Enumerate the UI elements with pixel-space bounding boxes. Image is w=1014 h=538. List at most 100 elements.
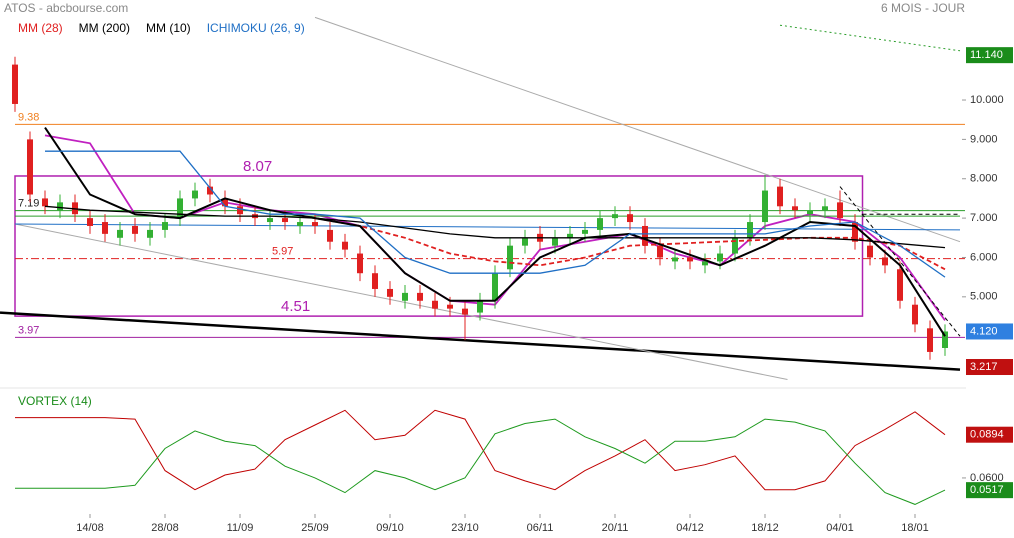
x-tick-label: 04/01 bbox=[826, 522, 854, 534]
legend-entry: ICHIMOKU (26, 9) bbox=[207, 21, 305, 35]
candle-body bbox=[102, 222, 108, 234]
candle-body bbox=[507, 245, 513, 270]
candle-body bbox=[642, 225, 648, 246]
candle-body bbox=[177, 198, 183, 219]
candle-body bbox=[762, 190, 768, 223]
candle-body bbox=[867, 245, 873, 258]
indicator-line bbox=[45, 150, 946, 278]
candle-body bbox=[42, 198, 48, 207]
y-tick-label: 0.0600 bbox=[970, 472, 1004, 484]
candle-body bbox=[207, 186, 213, 195]
candle-body bbox=[327, 229, 333, 242]
price-tag bbox=[966, 359, 1013, 376]
candle-body bbox=[672, 257, 678, 262]
candle-body bbox=[417, 292, 423, 301]
y-tick-label: 8.000 bbox=[970, 173, 998, 185]
candle-body bbox=[627, 214, 633, 223]
legend-entry: MM (10) bbox=[146, 21, 191, 35]
x-tick-label: 11/09 bbox=[227, 522, 254, 534]
indicator-line bbox=[44, 127, 946, 337]
y-tick-label: 10.000 bbox=[970, 94, 1004, 106]
y-tick-label: 7.000 bbox=[970, 212, 998, 224]
overlay-line bbox=[0, 311, 961, 371]
candle-body bbox=[282, 218, 288, 223]
candle-body bbox=[852, 222, 858, 242]
candle-body bbox=[657, 245, 663, 258]
candle-body bbox=[477, 300, 483, 313]
candle-body bbox=[447, 304, 453, 309]
y-tick-label: 6.000 bbox=[970, 251, 998, 263]
legend-entry: MM (200) bbox=[79, 21, 130, 35]
price-tag bbox=[966, 482, 1013, 499]
overlay-line bbox=[14, 223, 788, 380]
indicator-line bbox=[314, 217, 946, 271]
candle-body bbox=[372, 273, 378, 289]
candle-body bbox=[597, 218, 603, 230]
zone-label: 8.07 bbox=[243, 158, 272, 175]
candle-body bbox=[702, 261, 708, 266]
x-tick-label: 06/11 bbox=[527, 522, 554, 534]
indicator-line bbox=[44, 205, 946, 249]
y-tick-label: 9.000 bbox=[970, 133, 998, 145]
candle-body bbox=[882, 257, 888, 266]
candle-body bbox=[432, 300, 438, 309]
x-tick-label: 23/10 bbox=[451, 522, 479, 534]
candle-body bbox=[387, 288, 393, 297]
candle-body bbox=[462, 308, 468, 315]
candle-body bbox=[897, 269, 903, 301]
chart-title: ATOS - abcbourse.com bbox=[4, 1, 128, 15]
candle-body bbox=[612, 214, 618, 219]
candle-body bbox=[492, 273, 498, 301]
price-tag-label: 0.0517 bbox=[970, 484, 1004, 496]
candle-body bbox=[582, 229, 588, 234]
candle-body bbox=[522, 237, 528, 246]
candle-body bbox=[402, 292, 408, 301]
price-tag-label: 3.217 bbox=[970, 361, 998, 373]
candle-body bbox=[552, 237, 558, 246]
candle-body bbox=[927, 328, 933, 352]
vortex-line bbox=[15, 409, 946, 491]
indicator-title: VORTEX (14) bbox=[18, 394, 92, 408]
candle-body bbox=[807, 210, 813, 215]
x-tick-label: 28/08 bbox=[151, 522, 179, 534]
level-label: 3.97 bbox=[18, 324, 39, 336]
level-label: 5.97 bbox=[272, 246, 293, 258]
candle-body bbox=[837, 202, 843, 219]
level-label: 9.38 bbox=[18, 111, 39, 123]
candle-body bbox=[792, 206, 798, 211]
x-tick-label: 04/12 bbox=[676, 522, 704, 534]
candle-body bbox=[732, 237, 738, 254]
candle-body bbox=[192, 190, 198, 199]
candle-body bbox=[912, 304, 918, 325]
chart-subtitle: 6 MOIS - JOUR bbox=[881, 1, 965, 15]
candle-body bbox=[822, 206, 828, 211]
candle-body bbox=[357, 253, 363, 274]
candle-body bbox=[777, 186, 783, 207]
candle-body bbox=[132, 225, 138, 234]
zone-box bbox=[14, 175, 864, 317]
overlay-line bbox=[14, 223, 961, 231]
price-tag-label: 0.0894 bbox=[970, 429, 1004, 441]
candle-body bbox=[27, 139, 33, 195]
candle-body bbox=[717, 253, 723, 262]
candle-body bbox=[312, 222, 318, 226]
zone-label: 4.51 bbox=[281, 298, 310, 315]
candle-body bbox=[147, 229, 153, 238]
candle-body bbox=[222, 198, 228, 207]
candle-body bbox=[267, 218, 273, 223]
price-tag bbox=[966, 426, 1013, 443]
candle-body bbox=[57, 202, 63, 211]
candle-body bbox=[687, 257, 693, 262]
candle-body bbox=[297, 222, 303, 226]
x-tick-label: 18/01 bbox=[901, 522, 929, 534]
price-tag bbox=[966, 323, 1013, 340]
x-tick-label: 25/09 bbox=[301, 522, 329, 534]
overlay-line bbox=[314, 16, 961, 243]
price-tag-label: 11.140 bbox=[970, 49, 1003, 61]
candle-body bbox=[87, 218, 93, 226]
x-tick-label: 20/11 bbox=[602, 522, 629, 534]
x-tick-label: 18/12 bbox=[751, 522, 779, 534]
candle-body bbox=[942, 331, 948, 348]
candle-body bbox=[162, 222, 168, 230]
